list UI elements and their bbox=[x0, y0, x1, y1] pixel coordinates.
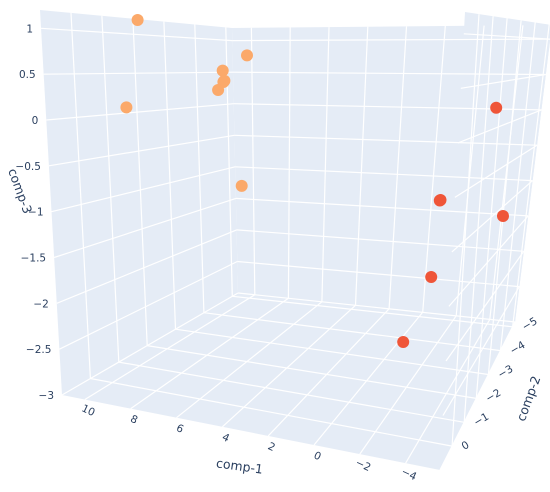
z-gridline bbox=[439, 321, 516, 471]
data-point-series-1[interactable] bbox=[433, 194, 446, 207]
y-gridline bbox=[203, 312, 501, 352]
z-gridline bbox=[234, 134, 538, 146]
data-point-series-1[interactable] bbox=[497, 210, 509, 222]
data-point-series-0[interactable] bbox=[120, 101, 133, 114]
x-tick-label: −2 bbox=[354, 457, 373, 474]
z-tick-label: −1 bbox=[28, 207, 43, 219]
axis-walls bbox=[40, 10, 550, 470]
y-gridline bbox=[118, 361, 465, 423]
x-gridline bbox=[84, 294, 256, 401]
z-gridline bbox=[233, 103, 542, 111]
y-gridline bbox=[232, 295, 513, 328]
z-gridline bbox=[457, 109, 542, 144]
z-gridline bbox=[43, 71, 234, 75]
y-tick-label: −4 bbox=[508, 339, 528, 357]
data-point-series-1[interactable] bbox=[490, 101, 503, 114]
z-gridline bbox=[51, 166, 236, 213]
data-point-series-0[interactable] bbox=[216, 64, 229, 77]
data-point-series-1[interactable] bbox=[397, 336, 410, 348]
data-point-series-1[interactable] bbox=[425, 271, 438, 283]
z-gridline bbox=[40, 27, 233, 42]
z-axis-title: comp-3 bbox=[5, 166, 35, 215]
x-gridline bbox=[221, 304, 356, 428]
left-wall-plane bbox=[40, 10, 238, 395]
x-tick-label: −4 bbox=[399, 466, 418, 484]
data-points bbox=[120, 14, 509, 348]
z-gridline bbox=[59, 260, 238, 350]
x-tick-label: 6 bbox=[174, 422, 185, 436]
x-axis-title: comp-1 bbox=[215, 455, 264, 476]
x-gridline bbox=[176, 301, 323, 419]
data-point-series-0[interactable] bbox=[241, 49, 253, 62]
z-gridline bbox=[454, 144, 538, 198]
z-gridline bbox=[442, 286, 520, 416]
z-gridline bbox=[232, 71, 546, 76]
x-tick-label: 2 bbox=[266, 440, 277, 454]
z-gridline bbox=[235, 197, 529, 217]
z-tick-label: −3 bbox=[39, 390, 54, 402]
tick-labels: 1086420−2−40−1−2−3−4−510.50−0.5−1−1.5−2−… bbox=[15, 23, 539, 483]
z-gridline bbox=[46, 103, 234, 121]
z-gridline bbox=[460, 73, 546, 89]
y-tick-label: −1 bbox=[472, 411, 491, 429]
z-gridline bbox=[463, 33, 550, 40]
z-gridline bbox=[445, 250, 525, 362]
z-gridline bbox=[232, 38, 550, 42]
y-gridline bbox=[175, 328, 489, 376]
z-gridline bbox=[235, 166, 533, 182]
y-gridline bbox=[90, 377, 453, 447]
data-point-series-0[interactable] bbox=[235, 179, 248, 192]
y-tick-label: −3 bbox=[496, 363, 515, 381]
z-gridline bbox=[237, 292, 516, 323]
z-tick-label: −0.5 bbox=[15, 161, 41, 173]
x-tick-label: 10 bbox=[80, 403, 97, 420]
x-gridline bbox=[313, 311, 424, 446]
x-gridline bbox=[267, 308, 390, 437]
z-tick-label: −2.5 bbox=[26, 344, 52, 356]
y-tick-label: 0 bbox=[460, 439, 472, 453]
x-tick-label: 0 bbox=[312, 449, 323, 463]
data-point-series-0[interactable] bbox=[131, 14, 144, 26]
z-gridline bbox=[451, 180, 533, 253]
x-tick-label: 4 bbox=[220, 431, 231, 445]
y-tick-label: −2 bbox=[484, 387, 503, 405]
right-wall-plane bbox=[440, 12, 550, 470]
z-gridline bbox=[56, 229, 237, 304]
y-axis-title: comp-2 bbox=[513, 374, 543, 423]
z-gridline bbox=[448, 215, 529, 307]
x-tick-label: 8 bbox=[128, 413, 139, 427]
z-tick-label: 1 bbox=[26, 23, 33, 35]
z-tick-label: −1.5 bbox=[21, 253, 47, 265]
z-gridline bbox=[61, 292, 239, 396]
z-tick-label: 0 bbox=[32, 115, 39, 127]
x-gridline bbox=[130, 297, 289, 410]
z-tick-label: 0.5 bbox=[19, 69, 36, 81]
y-tick-label: −5 bbox=[520, 315, 539, 333]
z-gridline bbox=[48, 134, 235, 167]
z-tick-label: −2 bbox=[33, 298, 48, 310]
z-gridline bbox=[237, 260, 520, 288]
z-gridline bbox=[236, 229, 524, 252]
z-gridline bbox=[53, 197, 237, 259]
y-gridline bbox=[147, 345, 477, 399]
x-gridline bbox=[405, 319, 491, 464]
data-point-series-0[interactable] bbox=[212, 84, 225, 96]
x-gridline bbox=[359, 315, 457, 455]
